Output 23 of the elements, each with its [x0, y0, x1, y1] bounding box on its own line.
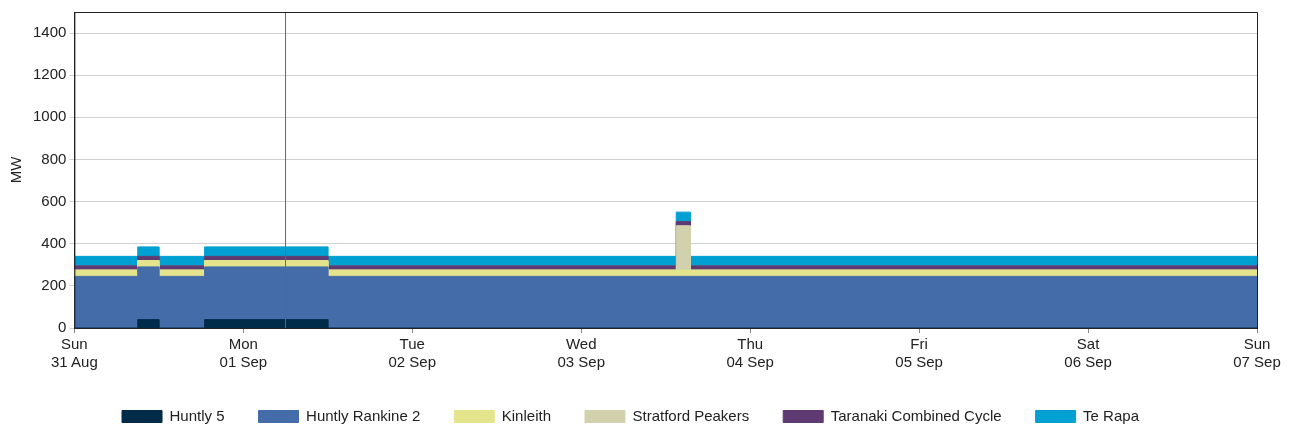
y-tick-label: 800 [41, 149, 67, 167]
y-axis-title: MW [7, 155, 25, 184]
x-tick-label: Thu 04 Sep [726, 335, 774, 371]
x-tick-label: Sun 07 Sep [1233, 335, 1281, 371]
legend-label: Huntly 5 [169, 406, 225, 424]
legend-label: Kinleith [501, 406, 551, 424]
x-tick-label: Fri 05 Sep [895, 335, 943, 371]
y-tick-label: 0 [58, 318, 67, 336]
legend-label: Stratford Peakers [632, 406, 750, 424]
x-tick-label: Tue 02 Sep [388, 335, 437, 371]
y-tick-label: 1000 [32, 107, 67, 125]
y-tick-label: 200 [41, 276, 67, 294]
x-tick-label: Sun 31 Aug [51, 335, 98, 371]
y-tick-label: 1200 [32, 65, 67, 83]
x-tick-label: Sat 06 Sep [1064, 335, 1112, 371]
legend-label: Taranaki Combined Cycle [830, 406, 1002, 424]
x-tick-label: Wed 03 Sep [557, 335, 605, 371]
y-tick-label: 400 [41, 233, 67, 251]
y-tick-label: 1400 [32, 23, 67, 41]
x-tick-label: Mon 01 Sep [219, 335, 268, 371]
legend-label: Te Rapa [1083, 406, 1140, 424]
legend-label: Huntly Rankine 2 [306, 406, 421, 424]
y-tick-label: 600 [41, 191, 67, 209]
